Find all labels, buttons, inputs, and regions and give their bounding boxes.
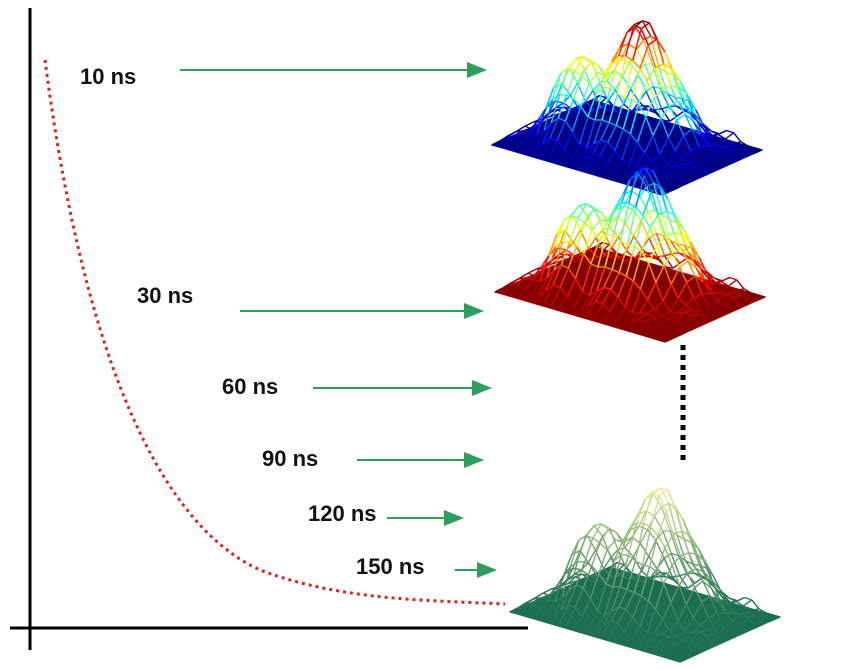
surface [495, 168, 765, 342]
mesh-line [737, 280, 744, 289]
time-label: 150 ns [356, 554, 425, 579]
mesh-line [568, 59, 576, 69]
mesh-line [702, 293, 710, 294]
mesh-line [585, 538, 593, 562]
time-label: 60 ns [222, 374, 278, 399]
mesh-line [728, 280, 736, 286]
time-label: 90 ns [262, 446, 318, 471]
mesh-line [528, 269, 536, 273]
time-label: 10 ns [80, 64, 136, 89]
surface [510, 488, 780, 662]
mesh-line [620, 203, 628, 241]
mesh-line [632, 313, 639, 314]
mesh-line [589, 73, 597, 83]
mesh-line [592, 220, 600, 230]
mesh-line [725, 133, 733, 139]
decay-curve [45, 60, 505, 604]
mesh-line [710, 293, 718, 294]
mesh-line [743, 600, 751, 606]
mesh-line [745, 597, 752, 599]
mesh-line [629, 166, 636, 167]
mesh-line [717, 613, 725, 614]
mesh-line [647, 633, 654, 634]
mesh-line [707, 146, 715, 147]
mesh-line [601, 524, 609, 529]
mesh-line [621, 554, 628, 555]
mesh-line [699, 146, 707, 147]
mesh-line [606, 234, 613, 235]
mesh-line [734, 133, 741, 142]
mesh-line [570, 218, 578, 242]
mesh-line [725, 613, 733, 614]
mesh-line [578, 218, 585, 223]
mesh-line [736, 597, 744, 601]
mesh-line [583, 57, 591, 62]
mesh-line [668, 637, 676, 638]
mesh-line [730, 277, 737, 279]
mesh-line [706, 635, 714, 636]
mesh-line [575, 71, 582, 76]
mesh-line [573, 568, 581, 570]
mesh-line [653, 317, 661, 318]
mesh-line [680, 556, 687, 573]
mesh-line [662, 89, 669, 106]
diagram: 10 ns 30 ns 60 ns 90 ns 120 ns 150 ns [0, 0, 858, 670]
mesh-line [525, 122, 533, 126]
mesh-line [617, 56, 625, 94]
surface [492, 21, 762, 195]
time-label: 30 ns [137, 283, 193, 308]
mesh-line [752, 600, 759, 609]
mesh-line [543, 589, 551, 593]
mesh-line [721, 277, 729, 281]
mesh-line [688, 168, 696, 169]
mesh-line [558, 248, 566, 250]
mesh-line [665, 233, 673, 236]
mesh-line [718, 130, 726, 134]
surface-plots [492, 21, 780, 662]
mesh-line [665, 236, 672, 253]
mesh-line [586, 204, 594, 209]
mesh-line [603, 87, 610, 88]
mesh-line [607, 540, 615, 550]
mesh-line [635, 523, 643, 561]
mesh-line [567, 71, 575, 95]
time-label: 120 ns [308, 501, 377, 526]
mesh-line [659, 490, 667, 496]
mesh-line [641, 23, 649, 29]
mesh-line [593, 538, 600, 543]
mesh-line [727, 130, 734, 132]
mesh-line [691, 315, 699, 316]
mesh-line [571, 206, 579, 216]
mesh-line [586, 526, 594, 536]
mesh-line [662, 86, 670, 89]
mesh-line [555, 101, 563, 103]
mesh-line [680, 553, 688, 556]
